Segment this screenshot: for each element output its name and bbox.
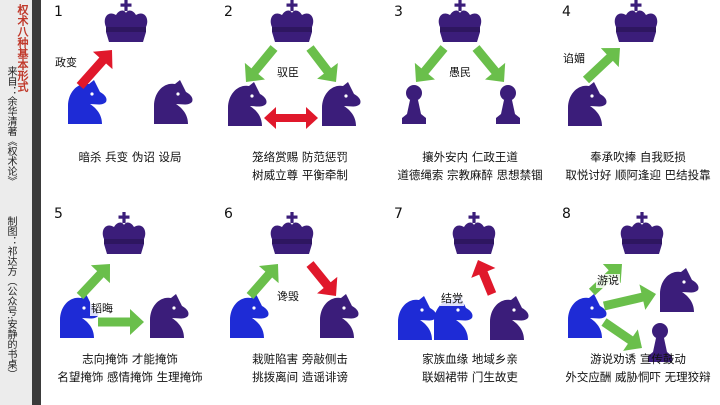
red-arrow [306,261,338,296]
green-arrow [601,318,642,351]
knight-piece-icon [59,294,99,338]
caption-line: 暗杀 兵变 伪诏 设局 [78,150,182,164]
knight-piece-icon [322,82,361,126]
green-arrow [306,45,338,82]
king-piece-icon [614,0,658,42]
king-piece-icon [438,0,482,42]
sidebar: 权术八种基本形式 来自：余华清著《权术论》 制图：祁达方（公众号:安静的书桌） [0,0,32,405]
caption-line: 家族血缘 地域乡亲 [422,352,518,366]
red-arrow [76,50,113,89]
diagram-title: 权术八种基本形式 [16,4,29,92]
panel-number: 3 [394,4,403,20]
caption-line: 取悦讨好 顺阿逢迎 巴结投靠 [565,168,711,182]
green-arrow [414,45,448,82]
king-piece-icon [102,212,146,254]
panel-number: 2 [224,4,233,20]
caption-line: 游说劝诱 宣传鼓动 [590,352,686,366]
knight-piece-icon [150,294,189,338]
arrow-label: 谗毁 [276,290,300,304]
caption-line: 名望掩饰 感情掩饰 生理掩饰 [57,370,203,384]
panel-number: 5 [54,206,63,222]
caption-line: 笼络赏赐 防范惩罚 [252,150,348,164]
caption-line: 外交应酬 威胁恫吓 无理狡辩 [565,370,711,384]
arrow-label: 游说 [596,274,620,288]
arrow-label: 愚民 [448,66,472,80]
divider-stripe [32,0,41,405]
king-piece-icon [620,212,664,254]
caption-line: 志向掩饰 才能掩饰 [82,352,178,366]
caption-line: 联姻裙带 门生故吏 [422,370,518,384]
knight-piece-icon [67,80,107,124]
knight-piece-icon [490,296,529,340]
source-note: 来自：余华清著《权术论》 [5,66,16,186]
maker-note: 制图：祁达方（公众号:安静的书桌） [5,216,16,380]
knight-piece-icon [228,82,267,126]
green-arrow [472,45,506,82]
green-arrow [98,308,144,336]
knight-piece-icon [568,82,607,126]
red-arrow [471,260,497,296]
panel-number: 1 [54,4,63,20]
caption-line: 道德绳索 宗教麻醉 思想禁锢 [397,168,543,182]
red-double-arrow [264,107,318,129]
pawn-piece-icon [496,85,520,124]
knight-piece-icon [320,294,359,338]
green-arrow [76,264,110,300]
knight-piece-icon [568,294,607,338]
green-arrow [602,284,656,311]
arrow-label: 韬晦 [90,302,114,316]
arrow-label: 结党 [440,292,464,306]
panel-number: 7 [394,206,403,222]
knight-piece-icon [398,296,437,340]
caption-line: 树威立尊 平衡牵制 [252,168,348,182]
caption-line: 攘外安内 仁政王道 [422,150,518,164]
caption-line: 挑拨离间 造谣诽谤 [252,370,348,384]
panel-number: 6 [224,206,233,222]
knight-piece-icon [154,80,193,124]
king-piece-icon [270,0,314,42]
knight-piece-icon [660,268,699,312]
arrow-label: 政变 [54,56,78,70]
king-piece-icon [452,212,496,254]
king-piece-icon [270,212,314,254]
green-arrow [246,264,279,299]
knight-piece-icon [230,294,269,338]
arrow-label: 谄媚 [562,52,586,66]
panel-number: 4 [562,4,571,20]
pawn-piece-icon [402,85,426,124]
caption-line: 栽赃陷害 旁敲侧击 [252,352,348,366]
arrow-label: 驭臣 [276,66,300,80]
king-piece-icon [104,0,148,42]
caption-line: 奉承吹捧 自我贬损 [590,150,686,164]
panel-number: 8 [562,206,571,222]
green-arrow [244,45,278,82]
green-arrow [582,48,620,84]
